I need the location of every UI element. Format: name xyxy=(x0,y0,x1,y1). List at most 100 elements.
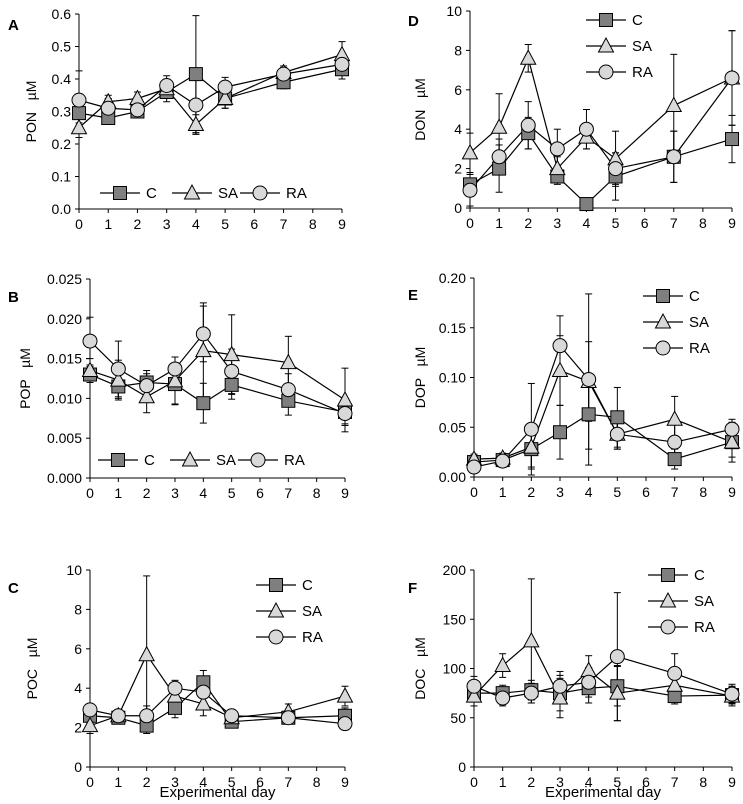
x-tick-label: 3 xyxy=(556,774,564,790)
panel-letter: F xyxy=(408,580,417,597)
data-point-sa xyxy=(138,387,156,404)
data-point-ra xyxy=(552,678,568,694)
series-line-ra xyxy=(473,344,733,468)
x-tick-label: 6 xyxy=(642,774,650,790)
series-errorbars-sa xyxy=(86,575,349,735)
y-tick-label: 8 xyxy=(454,42,462,58)
x-tick-label: 5 xyxy=(613,774,621,790)
series-errorbars-ra xyxy=(466,30,736,207)
x-tick-label: 9 xyxy=(728,484,736,500)
y-tick-label: 0.005 xyxy=(47,430,82,446)
x-tick-label: 4 xyxy=(583,215,591,231)
series-markers-ra xyxy=(82,680,353,732)
panel-letter: A xyxy=(8,17,19,34)
legend-marker-sa xyxy=(181,450,199,467)
x-tick-label: 3 xyxy=(553,215,561,231)
data-point-sa xyxy=(551,361,569,378)
data-point-ra xyxy=(217,79,233,95)
legend-marker-c xyxy=(269,578,283,592)
legend-marker-sa xyxy=(654,312,672,329)
legend-label-sa: SA xyxy=(216,452,236,469)
data-point-sa xyxy=(81,361,99,378)
data-point-ra xyxy=(71,92,87,108)
series-markers-c xyxy=(463,126,739,212)
y-tick-label: 6 xyxy=(74,641,82,657)
x-tick-label: 1 xyxy=(499,484,507,500)
x-tick-label: 3 xyxy=(163,216,171,232)
y-axis-label: DON µM xyxy=(412,78,428,141)
data-point-ra xyxy=(552,338,568,354)
legend-label-sa: SA xyxy=(694,593,714,610)
series-markers-ra xyxy=(462,70,740,198)
data-point-ra xyxy=(276,66,292,82)
panel-letter: E xyxy=(408,287,418,304)
data-point-ra xyxy=(724,686,740,702)
legend-marker-ra xyxy=(655,340,671,356)
data-point-ra xyxy=(549,141,565,157)
series-line-c xyxy=(89,373,346,413)
data-point-sa xyxy=(551,688,569,705)
y-axis-label: POP µM xyxy=(17,348,33,409)
legend-marker-sa xyxy=(597,36,615,53)
legend-label-ra: RA xyxy=(284,452,305,469)
legend: C SA RA xyxy=(648,567,715,636)
data-point-ra xyxy=(581,674,597,690)
data-point-ra xyxy=(495,453,511,469)
y-tick-label: 0.2 xyxy=(52,136,72,152)
x-tick-label: 8 xyxy=(313,774,321,790)
x-tick-label: 5 xyxy=(613,484,621,500)
x-tick-label: 5 xyxy=(221,216,229,232)
legend-marker-c xyxy=(111,453,125,467)
data-point-sa xyxy=(522,438,540,454)
data-point-ra xyxy=(495,690,511,706)
x-tick-label: 3 xyxy=(171,774,179,790)
legend: C SA RA xyxy=(643,288,710,357)
series-errorbars-sa xyxy=(86,302,349,433)
y-tick-label: 0.000 xyxy=(47,470,82,486)
data-point-sa xyxy=(109,371,127,387)
panel-c: 0 2 4 6 8 10 0 1 2 3 4 5 6 7 8 9 C POC µM Experimental day… xyxy=(8,562,354,801)
y-tick-label: 2 xyxy=(74,720,82,736)
y-axis-label: POC µM xyxy=(24,638,40,700)
y-tick-label: 0 xyxy=(458,759,466,775)
x-tick-label: 7 xyxy=(671,484,679,500)
legend-marker-ra xyxy=(598,64,614,80)
y-tick-label: 50 xyxy=(450,710,466,726)
x-tick-label: 0 xyxy=(466,215,474,231)
x-tick-label: 1 xyxy=(495,215,503,231)
y-tick-label: 0.015 xyxy=(47,351,82,367)
y-tick-label: 0.00 xyxy=(439,469,466,485)
data-point-sa xyxy=(522,631,540,648)
legend: C SA RA xyxy=(586,12,653,81)
legend-label-ra: RA xyxy=(302,629,323,646)
data-point-c xyxy=(168,700,182,715)
series-markers-sa xyxy=(465,361,741,466)
x-tick-label: 6 xyxy=(250,216,258,232)
y-tick-label: 0 xyxy=(74,759,82,775)
legend-label-sa: SA xyxy=(689,314,709,331)
y-tick-label: 0.20 xyxy=(439,270,466,286)
data-point-ra xyxy=(280,382,296,398)
x-tick-label: 9 xyxy=(728,774,736,790)
series-errorbars-c xyxy=(466,114,736,208)
data-point-ra xyxy=(129,102,145,118)
data-point-ra xyxy=(724,421,740,437)
legend: C SA RA xyxy=(256,577,323,646)
x-tick-label: 5 xyxy=(612,215,620,231)
x-tick-label: 7 xyxy=(280,216,288,232)
data-point-sa xyxy=(138,645,156,662)
data-point-sa xyxy=(580,661,598,677)
data-point-ra xyxy=(520,117,536,133)
y-tick-label: 6 xyxy=(454,82,462,98)
x-tick-label: 2 xyxy=(524,215,532,231)
data-point-c xyxy=(667,452,682,467)
legend-marker-c xyxy=(661,568,675,582)
data-point-sa xyxy=(461,143,479,160)
data-point-sa xyxy=(490,118,508,134)
data-point-sa xyxy=(494,656,512,673)
x-tick-label: 2 xyxy=(143,485,151,501)
x-tick-label: 4 xyxy=(585,484,593,500)
x-tick-label: 6 xyxy=(256,485,264,501)
series-line-ra xyxy=(469,77,733,191)
